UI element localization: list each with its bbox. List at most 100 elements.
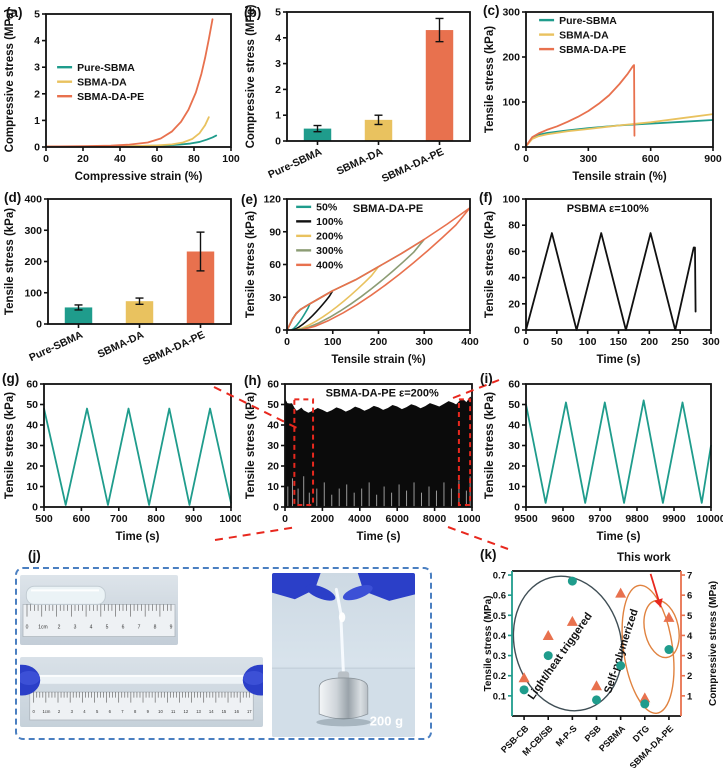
svg-text:0: 0 bbox=[32, 502, 38, 514]
svg-text:2: 2 bbox=[58, 709, 61, 714]
p2-svg: 0 1cm 2 3 4 5 6 7 8 9 10 11 12 13 14 15 16 17 bbox=[20, 657, 263, 727]
svg-text:6: 6 bbox=[122, 625, 125, 631]
svg-text:20: 20 bbox=[508, 461, 520, 473]
panel-e-label: (e) bbox=[241, 192, 258, 207]
svg-text:300: 300 bbox=[24, 225, 42, 237]
svg-text:10: 10 bbox=[26, 481, 38, 493]
svg-text:Pure-SBMA: Pure-SBMA bbox=[559, 15, 617, 27]
panel-i-chart: 9500 9600 9700 9800 9900 10000 0 10 20 30 40 50 60 Ti… bbox=[480, 368, 723, 545]
svg-text:20: 20 bbox=[267, 461, 279, 473]
svg-text:10: 10 bbox=[508, 481, 520, 493]
chart-h-svg: 0 2000 4000 6000 8000 10000 0 10 20 30 40 50 60 Time … bbox=[245, 379, 487, 544]
svg-text:0: 0 bbox=[523, 153, 529, 165]
svg-text:7: 7 bbox=[121, 709, 124, 714]
svg-text:30: 30 bbox=[508, 440, 520, 452]
svg-text:6: 6 bbox=[109, 709, 112, 714]
svg-text:600: 600 bbox=[73, 513, 91, 525]
svg-text:SBMA-DA-PE ε=200%: SBMA-DA-PE ε=200% bbox=[326, 387, 439, 399]
svg-text:0: 0 bbox=[284, 336, 290, 348]
svg-text:60: 60 bbox=[508, 246, 520, 258]
chart-a-svg: 0 20 40 60 80 100 0 1 2 3 4 5 Compressive strain (%)… bbox=[4, 8, 240, 183]
svg-text:8: 8 bbox=[154, 625, 157, 631]
svg-text:SBMA-DA-PE: SBMA-DA-PE bbox=[353, 203, 423, 215]
p1-svg: 0 1cm 2 3 4 5 6 7 8 9 bbox=[20, 575, 178, 645]
svg-text:0.1: 0.1 bbox=[493, 691, 507, 702]
svg-text:SBMA-DA-PE: SBMA-DA-PE bbox=[628, 723, 676, 768]
svg-text:4: 4 bbox=[83, 709, 86, 714]
svg-text:120: 120 bbox=[263, 194, 281, 206]
svg-text:SBMA-DA-PE: SBMA-DA-PE bbox=[559, 44, 626, 56]
svg-text:SBMA-DA: SBMA-DA bbox=[77, 76, 127, 88]
svg-text:100: 100 bbox=[222, 153, 240, 165]
panel-a-label: (a) bbox=[6, 5, 23, 20]
photo-dashed-border bbox=[15, 567, 432, 740]
svg-text:SBMA-DA-PE: SBMA-DA-PE bbox=[380, 146, 446, 185]
photo-weight-lifting: 200 g bbox=[272, 573, 415, 737]
svg-text:This work: This work bbox=[617, 552, 671, 564]
panel-d-chart: 0 100 200 300 400 Pure-SBMA SBMA-DA SBMA-DA-PE T… bbox=[0, 185, 241, 368]
svg-text:Compressive stress (MPa): Compressive stress (MPa) bbox=[245, 4, 257, 148]
svg-text:Tensile stress (kPa): Tensile stress (kPa) bbox=[484, 26, 496, 133]
svg-text:800: 800 bbox=[147, 513, 165, 525]
svg-text:0.7: 0.7 bbox=[493, 571, 506, 582]
svg-text:Tensile stress (kPa): Tensile stress (kPa) bbox=[4, 392, 16, 499]
svg-text:50: 50 bbox=[551, 336, 563, 348]
panel-j-label: (j) bbox=[28, 548, 41, 563]
svg-text:Pure-SBMA: Pure-SBMA bbox=[27, 329, 85, 364]
svg-text:400: 400 bbox=[24, 194, 42, 206]
svg-text:50: 50 bbox=[508, 399, 520, 411]
panel-d-label: (d) bbox=[4, 190, 22, 205]
svg-text:4: 4 bbox=[34, 35, 40, 47]
svg-text:100%: 100% bbox=[316, 216, 344, 228]
panel-f-label: (f) bbox=[479, 190, 493, 205]
svg-text:4000: 4000 bbox=[348, 513, 372, 525]
svg-text:Time (s): Time (s) bbox=[597, 354, 641, 366]
svg-text:Tensile stress (kPa): Tensile stress (kPa) bbox=[484, 392, 496, 499]
svg-text:Tensile stress (kPa): Tensile stress (kPa) bbox=[4, 208, 16, 315]
svg-text:SBMA-DA: SBMA-DA bbox=[96, 329, 146, 361]
svg-text:40: 40 bbox=[26, 420, 38, 432]
svg-text:9600: 9600 bbox=[551, 513, 575, 525]
svg-text:600: 600 bbox=[642, 153, 660, 165]
svg-text:1: 1 bbox=[275, 110, 281, 122]
svg-text:400: 400 bbox=[461, 336, 479, 348]
svg-text:PSBMA: PSBMA bbox=[597, 723, 627, 753]
svg-text:9: 9 bbox=[147, 709, 150, 714]
chart-c-svg: 0 300 600 900 0 100 200 300 Tensile strain (%) Te… bbox=[484, 7, 722, 184]
svg-text:20: 20 bbox=[26, 461, 38, 473]
panel-g-chart: 500 600 700 800 900 1000 0 10 20 30 40 50 60 Time (s)… bbox=[0, 368, 243, 545]
svg-text:DTG: DTG bbox=[631, 723, 652, 744]
svg-text:Compressive strain (%): Compressive strain (%) bbox=[75, 171, 203, 183]
svg-text:400%: 400% bbox=[316, 260, 344, 272]
svg-text:Pure-SBMA: Pure-SBMA bbox=[266, 146, 324, 181]
svg-text:30: 30 bbox=[267, 440, 279, 452]
svg-text:0: 0 bbox=[33, 709, 36, 714]
svg-text:PSB: PSB bbox=[583, 723, 604, 744]
svg-text:9: 9 bbox=[170, 625, 173, 631]
svg-text:5: 5 bbox=[96, 709, 99, 714]
svg-text:0: 0 bbox=[275, 136, 281, 148]
svg-text:100: 100 bbox=[579, 336, 597, 348]
svg-text:0: 0 bbox=[523, 336, 529, 348]
svg-text:20: 20 bbox=[77, 153, 89, 165]
svg-text:2: 2 bbox=[34, 88, 40, 100]
svg-text:100: 100 bbox=[502, 194, 520, 206]
svg-text:40: 40 bbox=[267, 420, 279, 432]
chart-e-svg: 0 100 200 300 400 0 30 60 90 120 Tensile strain (%… bbox=[245, 194, 479, 367]
svg-text:0: 0 bbox=[514, 502, 520, 514]
svg-text:7: 7 bbox=[687, 571, 692, 582]
svg-text:40: 40 bbox=[508, 272, 520, 284]
panel-h-label: (h) bbox=[244, 373, 262, 388]
svg-text:200%: 200% bbox=[316, 231, 344, 243]
svg-text:SBMA-DA: SBMA-DA bbox=[559, 29, 609, 41]
svg-text:200: 200 bbox=[502, 52, 520, 64]
svg-text:4: 4 bbox=[275, 32, 281, 44]
svg-text:500: 500 bbox=[35, 513, 53, 525]
svg-text:9900: 9900 bbox=[662, 513, 686, 525]
svg-text:60: 60 bbox=[269, 259, 281, 271]
svg-text:Pure-SBMA: Pure-SBMA bbox=[77, 62, 135, 74]
svg-text:0: 0 bbox=[282, 513, 288, 525]
